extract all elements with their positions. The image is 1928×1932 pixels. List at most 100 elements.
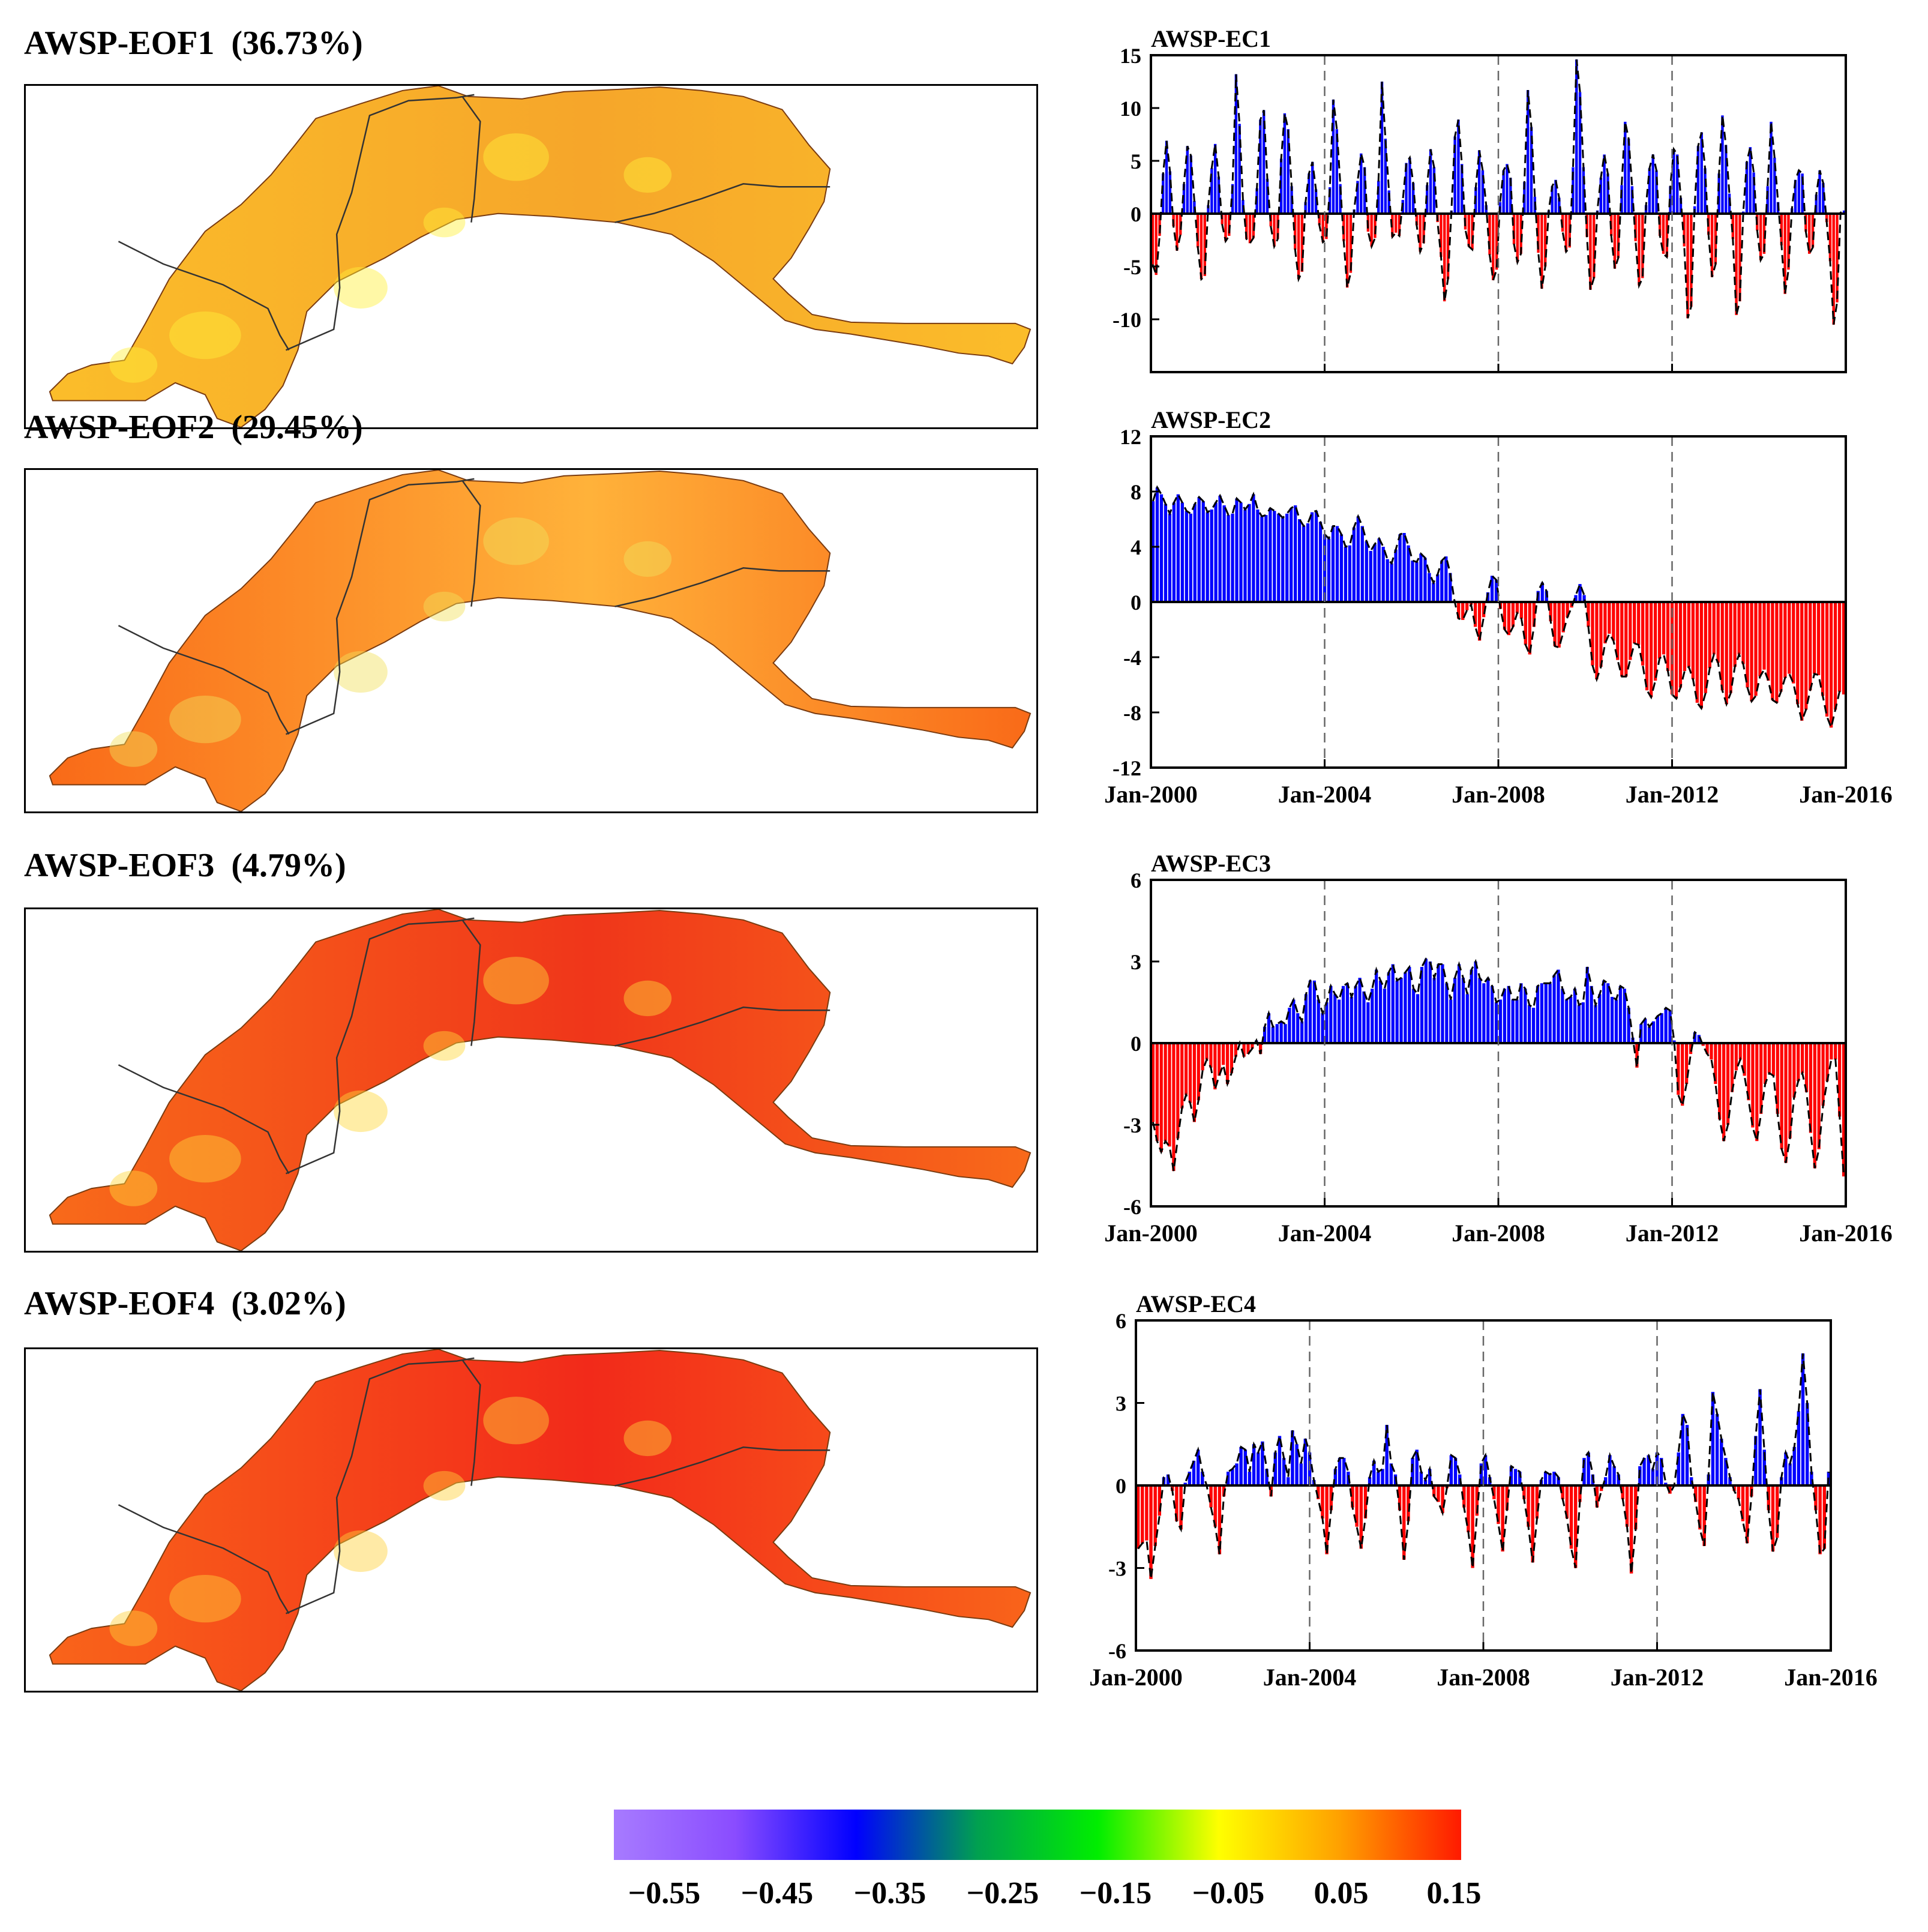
series-envelope-line	[1137, 1353, 1830, 1579]
bar	[1606, 983, 1610, 1043]
bar	[1506, 164, 1509, 214]
map-highlight-spot	[623, 541, 672, 577]
bar	[1698, 1485, 1702, 1530]
bar	[1561, 1485, 1564, 1499]
bar	[1424, 958, 1428, 1043]
bar	[1477, 150, 1481, 214]
bar	[1492, 214, 1495, 280]
bar	[1637, 602, 1641, 645]
bar	[1565, 999, 1569, 1043]
bar	[1512, 214, 1516, 245]
bar	[1660, 1013, 1663, 1043]
bar	[1836, 214, 1839, 302]
bar	[1377, 181, 1380, 214]
bar	[1291, 1430, 1294, 1485]
bar	[1368, 1477, 1372, 1485]
bar	[1833, 602, 1837, 710]
bar	[1718, 1043, 1722, 1119]
bar	[1197, 1043, 1200, 1101]
bar	[1303, 1439, 1308, 1485]
bar	[1647, 1455, 1650, 1485]
bar	[1267, 1013, 1271, 1043]
bar	[1407, 1485, 1410, 1521]
bar	[1218, 495, 1222, 602]
bar	[1842, 210, 1846, 214]
bar	[1159, 1043, 1163, 1152]
bar	[1693, 1032, 1697, 1043]
bar	[1528, 602, 1531, 655]
bar	[1627, 1008, 1630, 1043]
bar	[1492, 1485, 1496, 1499]
bar	[1348, 545, 1351, 602]
bar	[1189, 155, 1192, 214]
bar	[1391, 964, 1395, 1043]
bar	[1699, 602, 1703, 709]
bar	[1735, 214, 1738, 315]
bar	[1527, 1485, 1530, 1527]
bar	[1308, 173, 1311, 214]
bar	[1814, 1485, 1818, 1511]
bar	[1432, 167, 1436, 214]
bar	[1429, 149, 1432, 214]
bar	[1283, 113, 1287, 214]
bar	[1773, 157, 1776, 214]
bar	[1779, 602, 1783, 692]
bar	[1801, 1353, 1805, 1485]
bar	[1825, 602, 1829, 717]
bar	[1257, 1452, 1260, 1485]
bar	[1151, 214, 1155, 265]
bar	[1691, 602, 1695, 679]
bar	[1449, 1455, 1453, 1485]
bar	[1623, 989, 1626, 1043]
bar	[1457, 119, 1460, 214]
bar	[1696, 146, 1700, 214]
bar	[1273, 214, 1276, 247]
y-tick-label: -3	[1108, 1557, 1126, 1581]
bar	[1332, 99, 1335, 214]
y-tick-label: -12	[1113, 756, 1141, 780]
bar	[1648, 168, 1651, 214]
bar	[1549, 602, 1552, 622]
bar	[1158, 214, 1161, 236]
map-boundary-line	[285, 478, 475, 735]
map-boundary-line	[614, 1446, 830, 1487]
bar	[1633, 602, 1636, 643]
bar	[1821, 602, 1825, 696]
bar	[1788, 1463, 1792, 1485]
bar	[1720, 602, 1724, 691]
bar	[1801, 173, 1804, 214]
y-tick-label: 0	[1131, 202, 1141, 226]
bar	[1335, 526, 1339, 602]
bar	[1314, 189, 1318, 214]
bar	[1501, 1485, 1504, 1551]
bar	[1314, 511, 1318, 602]
bar	[1656, 1016, 1659, 1043]
bar	[1243, 509, 1247, 602]
bar	[1457, 602, 1461, 619]
bar	[1763, 1043, 1767, 1084]
bar	[1168, 513, 1172, 602]
bar	[1531, 1485, 1534, 1563]
bar	[1770, 121, 1773, 214]
bar	[1726, 1043, 1730, 1125]
bar	[1734, 1043, 1738, 1071]
bar	[1817, 1043, 1821, 1149]
bar	[1188, 1043, 1192, 1103]
bar	[1465, 602, 1469, 610]
map-highlight-spot	[623, 157, 672, 193]
bar	[1188, 1472, 1192, 1485]
bar	[1708, 602, 1711, 669]
map-title-eof3: AWSP-EOF3 (4.79%)	[24, 847, 346, 884]
bar	[1352, 527, 1356, 602]
x-tick-label: Jan-2016	[1799, 781, 1893, 808]
bar	[1252, 1444, 1256, 1485]
bar	[1515, 999, 1519, 1043]
map-eof3-graphic	[49, 909, 1032, 1251]
bar	[1164, 504, 1168, 602]
bar	[1762, 1449, 1766, 1485]
bar	[1415, 562, 1419, 602]
bar	[1842, 602, 1846, 695]
bar	[1372, 1460, 1376, 1485]
bar	[1767, 602, 1770, 681]
bar	[1602, 980, 1606, 1043]
